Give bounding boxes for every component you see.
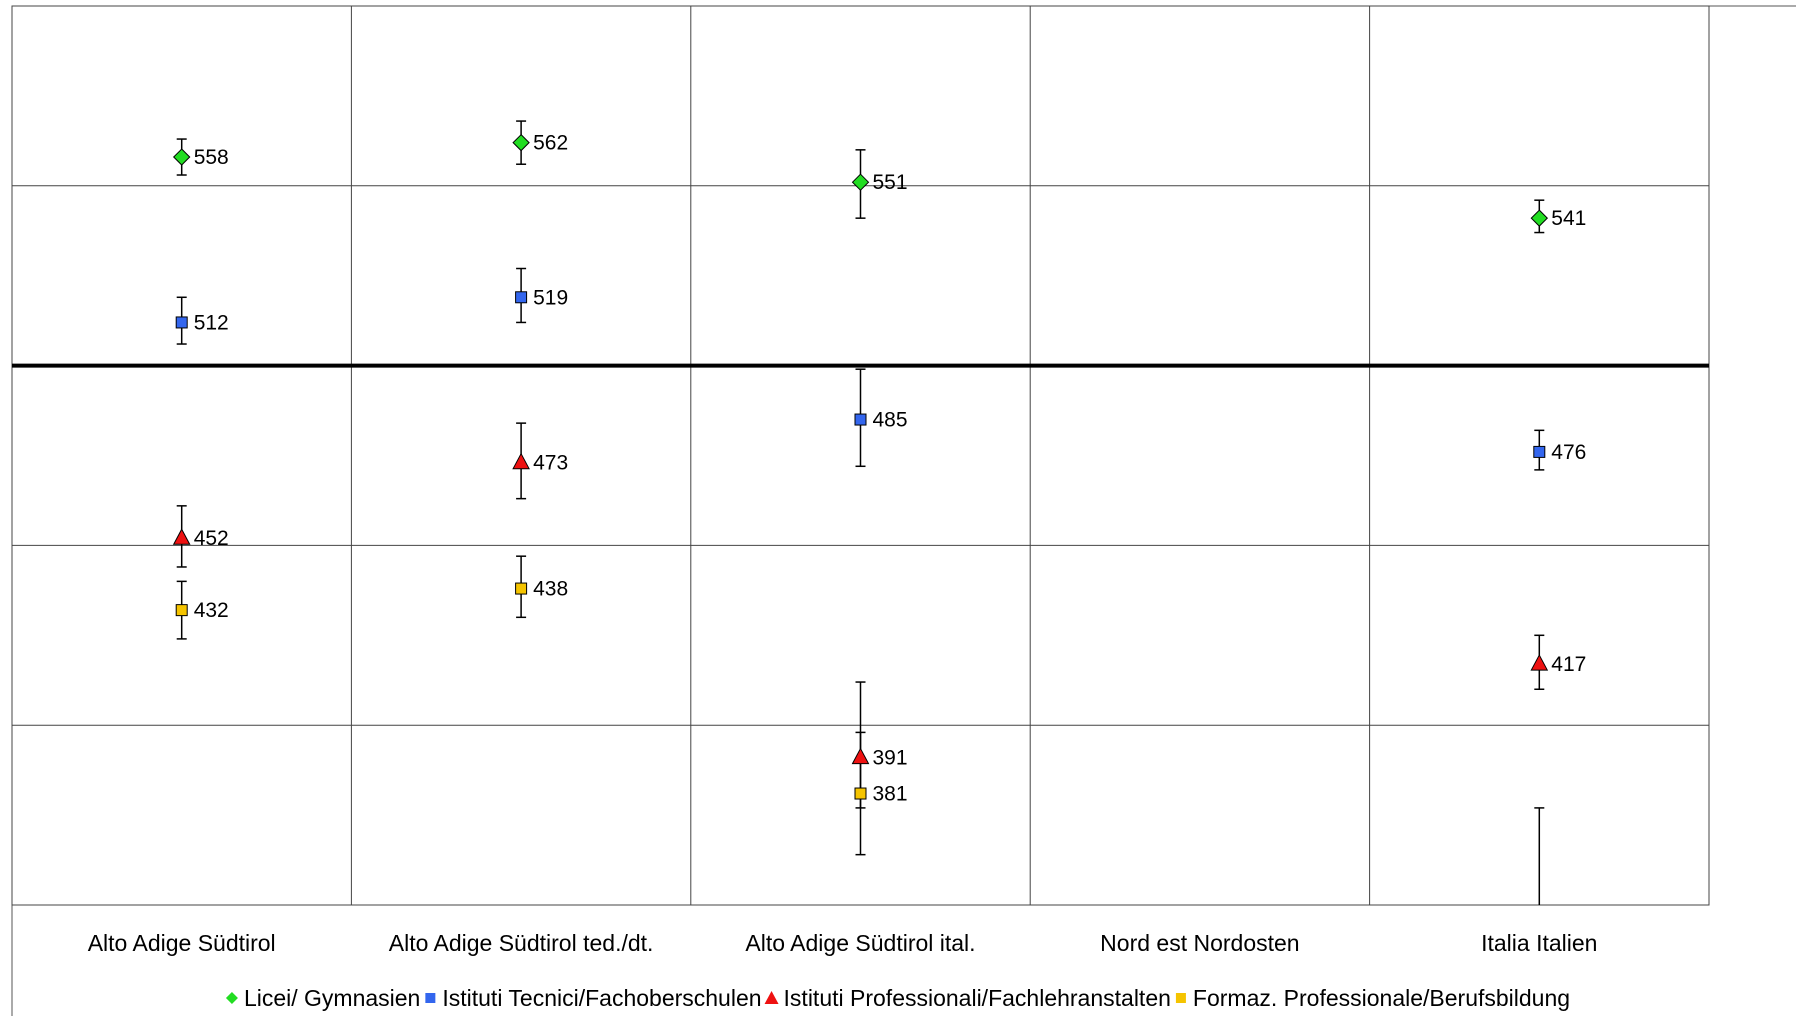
legend-symbol-0 <box>225 992 238 1004</box>
category-label-2: Alto Adige Südtirol ital. <box>745 930 975 956</box>
legend-label-0: Licei/ Gymnasien <box>244 985 420 1011</box>
grid <box>11 5 1796 1016</box>
marker-s1-c1 <box>515 291 528 304</box>
data-label-s1-c1: 519 <box>533 286 568 309</box>
marker-s1-c0 <box>175 316 188 329</box>
marker-s3-c1 <box>515 582 528 595</box>
legend-label-3: Formaz. Professionale/Berufsbildung <box>1193 985 1570 1011</box>
legend-diamond-0 <box>225 992 238 1004</box>
legend-symbol-1 <box>425 993 436 1003</box>
data-label-s3-c1: 438 <box>533 578 568 601</box>
legend-item-2: Istituti Professionali/Fachlehranstalten <box>764 985 1171 1011</box>
data-label-s0-c1: 562 <box>533 132 568 155</box>
legend-square-1 <box>425 993 436 1003</box>
marker-s1-c2 <box>854 413 867 426</box>
data-label-s1-c4: 476 <box>1551 441 1586 464</box>
error-bars <box>176 120 1545 905</box>
legend: Licei/ Gymnasien Istituti Tecnici/Fachobe… <box>225 985 1570 1011</box>
data-label-s0-c0: 558 <box>194 146 229 169</box>
legend-item-3: Formaz. Professionale/Berufsbildung <box>1175 985 1570 1011</box>
data-label-s3-c0: 432 <box>194 599 229 622</box>
legend-item-1: Istituti Tecnici/Fachoberschulen <box>425 985 762 1011</box>
legend-label-1: Istituti Tecnici/Fachoberschulen <box>442 985 761 1011</box>
category-label-0: Alto Adige Südtirol <box>88 930 276 956</box>
data-label-s1-c2: 485 <box>873 409 908 432</box>
category-label-1: Alto Adige Südtirol ted./dt. <box>389 930 654 956</box>
marker-s0-c1 <box>512 133 530 152</box>
marker-s0-c0 <box>172 148 191 166</box>
data-label-s0-c2: 551 <box>873 171 908 194</box>
plot-area-border <box>11 5 1710 906</box>
data-labels: 558 562 551 541 512 519 485 476 452 473 391 417 432 4… <box>194 132 1587 806</box>
data-label-s2-c2: 391 <box>873 747 908 770</box>
marker-s2-c4 <box>1530 654 1549 671</box>
marker-s3-c2 <box>854 787 867 800</box>
marker-s1-c4 <box>1533 445 1546 458</box>
data-label-s1-c0: 512 <box>194 311 229 334</box>
category-label-3: Nord est Nordosten <box>1100 930 1299 956</box>
marker-s0-c2 <box>851 173 870 191</box>
marker-s0-c4 <box>1530 209 1549 227</box>
marker-s2-c2 <box>851 747 870 765</box>
data-label-s2-c4: 417 <box>1551 653 1586 676</box>
category-labels: Alto Adige Südtirol Alto Adige Südtirol t… <box>88 930 1598 956</box>
legend-symbol-3 <box>1175 993 1186 1003</box>
marker-s2-c0 <box>172 528 191 545</box>
data-label-s2-c1: 473 <box>533 452 568 475</box>
legend-triangle-2 <box>764 991 779 1004</box>
data-label-s2-c0: 452 <box>194 527 229 550</box>
data-label-s3-c2: 381 <box>873 783 908 806</box>
data-markers <box>172 133 1549 800</box>
legend-item-0: Licei/ Gymnasien <box>225 985 420 1011</box>
marker-s3-c0 <box>175 604 188 617</box>
category-label-4: Italia Italien <box>1481 930 1597 956</box>
extra-error-bar-0 <box>1534 807 1545 905</box>
data-label-s0-c4: 541 <box>1551 207 1586 230</box>
legend-symbol-2 <box>764 991 779 1004</box>
legend-label-2: Istituti Professionali/Fachlehranstalten <box>784 985 1171 1011</box>
marker-s2-c1 <box>512 452 530 470</box>
legend-square-3 <box>1175 993 1186 1003</box>
